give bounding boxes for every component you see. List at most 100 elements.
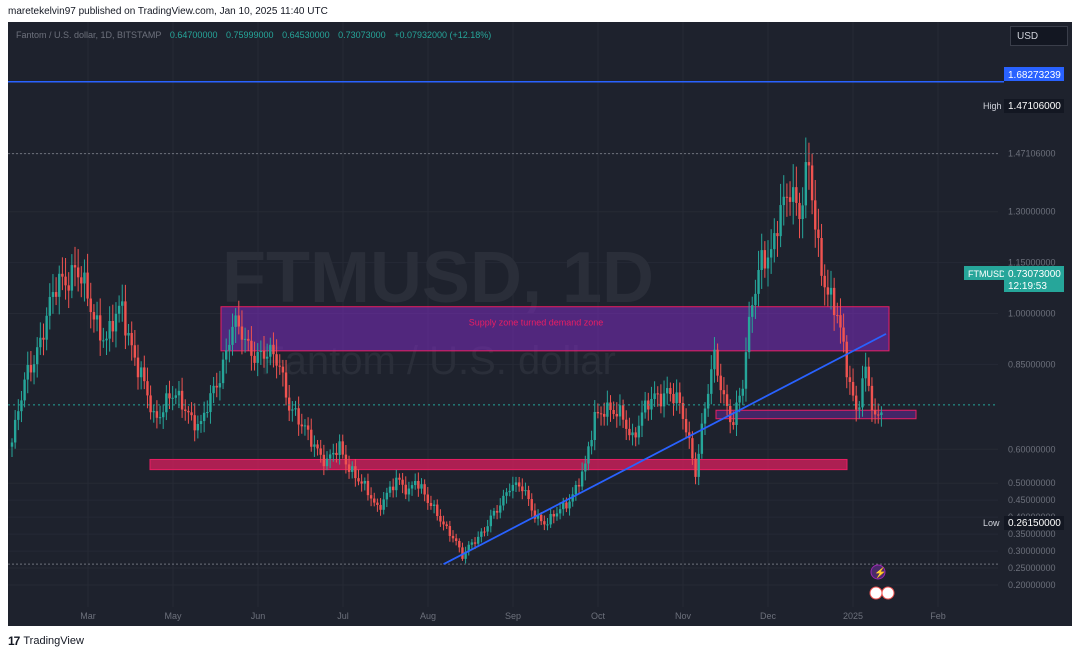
candle-body (313, 444, 316, 447)
candle-body (221, 359, 225, 384)
watermark-ticker: FTMUSD, 1D (222, 238, 654, 318)
candle-body (788, 197, 792, 202)
x-tick-label: 2025 (843, 611, 863, 621)
candle-body (162, 412, 165, 418)
countdown: 12:19:53 (1008, 281, 1047, 292)
hline-price: 1.68273239 (1008, 70, 1061, 81)
candle-body (700, 423, 704, 454)
candle-body (423, 484, 426, 495)
candle-body (792, 187, 795, 202)
candle-body (678, 392, 681, 403)
candle-body (804, 162, 807, 206)
candle-body (643, 400, 647, 413)
zones: Supply zone turned demand zone (149, 306, 917, 471)
tradingview-logo-icon: 17 (8, 634, 20, 648)
candle-body (530, 499, 533, 511)
candle-body (489, 515, 492, 527)
candle-body (558, 509, 562, 514)
candle-body (259, 350, 263, 353)
candle-body (536, 514, 540, 519)
candle-body (414, 480, 417, 486)
candle-body (814, 200, 817, 230)
lines (8, 81, 1004, 565)
flag-marker-icon-2[interactable] (881, 586, 895, 600)
candle-body (760, 250, 763, 271)
candle-body (508, 490, 511, 493)
candle-body (288, 397, 291, 411)
candle-body (379, 504, 382, 510)
candle-body (442, 521, 445, 525)
candle-body (168, 393, 171, 399)
y-tick-label: 1.30000000 (1008, 207, 1056, 217)
candle-body (738, 395, 741, 403)
candle-body (410, 485, 414, 489)
candle-body (732, 422, 735, 425)
last-price-tag (1004, 266, 1064, 292)
candle-body (829, 287, 833, 295)
x-tick-label: Feb (930, 611, 946, 621)
candle-body (590, 440, 593, 447)
candle-body (262, 350, 266, 359)
candle-body (133, 345, 137, 358)
candle-body (499, 505, 502, 513)
candle-body (631, 432, 634, 436)
candle-body (310, 429, 313, 447)
flag-marker-icon[interactable] (869, 586, 883, 600)
candle-body (20, 400, 23, 412)
candle-body (23, 379, 26, 401)
x-tick-label: Jul (337, 611, 349, 621)
candle-body (747, 316, 751, 353)
candle-body (817, 229, 820, 239)
x-tick-label: Aug (420, 611, 436, 621)
candle-body (373, 498, 376, 503)
candle-body (517, 482, 521, 487)
candle-body (533, 510, 537, 519)
candle-body (464, 551, 467, 559)
candle-body (609, 402, 612, 410)
candle-body (48, 296, 51, 316)
candle-body (291, 409, 294, 411)
low-label: Low (983, 518, 1000, 528)
candle-body (95, 315, 99, 320)
ohlc-legend: Fantom / U.S. dollar, 1D, BITSTAMP 0.647… (16, 30, 497, 40)
candle-body (574, 484, 578, 495)
candle-body (514, 482, 518, 485)
candle-body (250, 340, 253, 356)
candle-body (83, 272, 86, 284)
candle-body (366, 480, 370, 496)
candle-body (253, 355, 256, 363)
candle-body (580, 471, 584, 487)
y-tick-label: 1.15000000 (1008, 258, 1056, 268)
candle-body (880, 412, 883, 416)
tradingview-logo: 17 TradingView (8, 634, 84, 648)
candle-body (341, 441, 344, 455)
candle-body (398, 477, 401, 480)
candle-body (436, 504, 439, 516)
candle-body (439, 515, 442, 522)
y-tick-label: 0.85000000 (1008, 359, 1056, 369)
y-tick-label: 0.45000000 (1008, 495, 1056, 505)
chart-area[interactable]: FTMUSD, 1D Fantom / U.S. dollar Supply z… (8, 22, 1072, 626)
candle-body (215, 385, 218, 388)
candle-body (722, 390, 726, 395)
low-price-tag (1004, 516, 1064, 530)
candle-body (706, 393, 710, 409)
candle-body (306, 425, 310, 430)
candle-body (861, 378, 864, 408)
hline-price-tag (1004, 67, 1064, 81)
candle-body (754, 293, 757, 306)
candle-body (757, 270, 760, 294)
candle-body (404, 484, 407, 495)
candle-body (596, 411, 600, 414)
candle-body (338, 441, 341, 456)
candle-body (779, 205, 782, 237)
candle-body (801, 205, 804, 220)
candle-body (612, 409, 615, 414)
candle-body (451, 535, 455, 539)
currency-button[interactable]: USD (1010, 26, 1068, 46)
candle-body (269, 344, 272, 357)
candle-body (39, 337, 42, 348)
candle-body (369, 495, 373, 499)
lightning-marker-icon[interactable] (870, 564, 886, 580)
candle-body (741, 388, 744, 396)
